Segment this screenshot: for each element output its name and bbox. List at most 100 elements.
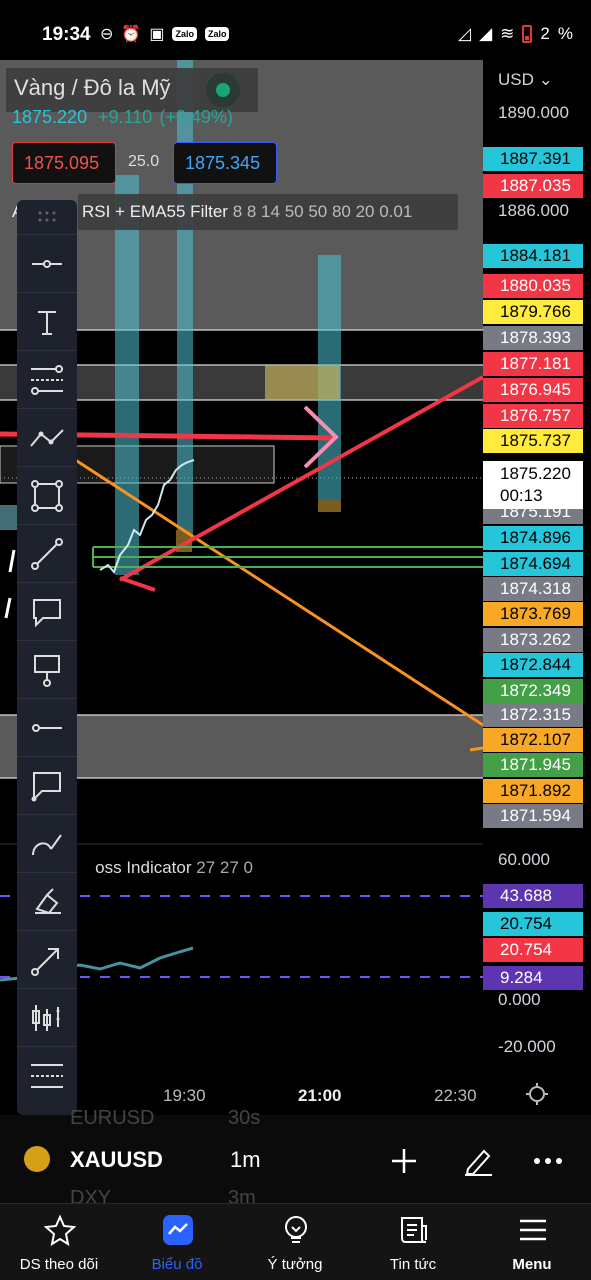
sim-icon: ▣ [149,26,165,43]
nav-label: Ý tưởng [267,1256,323,1273]
nav-chart[interactable]: Biểu đồ [118,1204,236,1280]
status-bar: 19:34 ⊖ ⏰ ▣ Zalo Zalo ◿ ◢ ≋ 2 % [0,0,591,70]
price-axis-label: 1872.349 [483,679,583,703]
battery-level: 2 [540,24,550,43]
price-axis-label: 1871.594 [483,804,583,828]
battery-icon [522,25,533,43]
gold-icon [24,1146,50,1172]
news-icon [401,1217,427,1243]
market-open-icon [206,73,240,107]
rectangle-icon[interactable] [17,467,77,525]
symbol-bar[interactable]: EURUSD 30s XAUUSD 1m DXY 3m [0,1107,591,1209]
osc-tick: -20.000 [498,1037,556,1056]
nav-watchlist[interactable]: DS theo dõi [0,1204,118,1280]
oscillator-axis-label: 43.688 [483,884,583,908]
symbol-selector[interactable]: XAUUSD [70,1147,163,1172]
price-axis-label: 1874.318 [483,577,583,601]
last-price: 1875.220 [12,107,88,127]
pencil-icon[interactable] [458,1141,498,1181]
bar-countdown: 00:13 [500,486,543,505]
osc-name: oss Indicator [95,858,192,877]
price-axis-label: 1871.945 [483,753,583,777]
balloon-icon[interactable] [17,757,77,815]
oscillator-axis-label: 20.754 [483,912,583,936]
time-tick: 21:00 [298,1086,342,1105]
dash-mark [4,597,12,619]
price-axis-label: 1880.035 [483,274,583,298]
candle-cluster [0,505,18,530]
price-axis-label: 1887.035 [483,174,583,198]
brush-icon[interactable] [17,815,77,873]
star-icon [44,1214,76,1246]
shaded-zone [0,365,483,400]
scroll-ghost-timeframe: 30s [228,1107,261,1129]
nav-ideas[interactable]: Ý tưởng [236,1204,354,1280]
yellow-zone[interactable] [265,365,340,400]
price-axis-label: 1879.766 [483,300,583,324]
status-time: 19:34 [42,24,91,45]
highlighter-icon[interactable] [17,873,77,931]
nav-news[interactable]: Tin tức [354,1204,472,1280]
osc-tick: 0.000 [498,990,541,1009]
price-label-icon[interactable] [17,641,77,699]
orange-trend-line[interactable] [59,448,483,727]
price-axis-label: 1874.694 [483,552,583,576]
price-axis-label: 1873.262 [483,628,583,652]
price-axis-label: 1873.769 [483,602,583,626]
drawing-toolbar[interactable] [17,200,77,1115]
price-tick: 1886.000 [498,201,569,220]
cyan-box[interactable] [115,175,139,575]
currency-selector[interactable]: USD ⌄ [498,70,553,89]
indicator-params: 8 8 14 50 50 80 20 0.01 [232,202,413,221]
status-system-icons: ◿ ◢ ≋ 2 % [458,24,573,44]
price-axis-label: 1877.181 [483,352,583,376]
orange-trend-line [469,746,483,752]
nav-label: Biểu đồ [151,1256,203,1273]
price-axis-label: 1872.107 [483,728,583,752]
symbol-title-box[interactable]: Vàng / Đô la Mỹ [6,68,258,112]
nav-label: DS theo dõi [19,1256,99,1273]
red-arrow-head [303,405,339,469]
spread-value: 25.0 [128,153,160,170]
time-tick: 19:30 [163,1086,206,1105]
arrow-icon[interactable] [17,931,77,989]
text-icon[interactable] [17,293,77,351]
shaded-zone-bottom [0,715,483,778]
fib-retracement-icon[interactable] [17,351,77,409]
grip-icon[interactable] [17,200,77,235]
bottom-navigation[interactable]: DS theo dõi Biểu đồ Ý tưởng Tin tức Menu [0,1203,591,1280]
zalo-icon: Zalo [204,27,230,41]
more-icon[interactable] [528,1141,568,1181]
oscillator-axis-label: 9.284 [483,966,583,990]
price-change-line: 1875.220 +9.110 (+0.49%) [12,107,233,128]
long-position-icon[interactable] [17,989,77,1047]
status-notification-icons: ⊖ ⏰ ▣ Zalo Zalo [100,24,230,44]
settings-icon[interactable] [525,1082,549,1111]
price-axis-label: 1872.315 [483,703,583,727]
chart-area[interactable]: USD ⌄ 1890.000 1886.000 1887.391 1887.035… [0,60,591,1115]
price-axis-label: 1887.391 [483,147,583,171]
trend-line-icon[interactable] [17,525,77,583]
price-axis-label: 1871.892 [483,779,583,803]
current-price: 1875.220 [500,464,571,483]
price-axis-label: 1872.844 [483,653,583,677]
dnd-icon: ⊖ [100,26,114,43]
nav-menu[interactable]: Menu [473,1204,591,1280]
buy-button[interactable]: 1875.345 [173,142,277,184]
orange-box [318,500,341,512]
horizontal-ray-icon[interactable] [17,235,77,293]
menu-icon [520,1219,546,1241]
signal-icon: ◢ [479,24,493,43]
price-axis-label: 1876.757 [483,404,583,428]
timeframe-selector[interactable]: 1m [230,1147,261,1172]
add-icon[interactable] [384,1141,424,1181]
callout-icon[interactable] [17,583,77,641]
nav-label: Tin tức [389,1256,437,1273]
indicator-legend[interactable]: RSI + EMA55 Filter 8 8 14 50 50 80 20 0.… [78,194,458,230]
pattern-icon[interactable] [17,1047,77,1105]
trend-angle-icon[interactable] [17,409,77,467]
sell-button[interactable]: 1875.095 [12,142,116,184]
price-change: +9.110 [98,107,153,127]
price-axis-label: 1878.393 [483,326,583,350]
horizontal-line-icon[interactable] [17,699,77,757]
